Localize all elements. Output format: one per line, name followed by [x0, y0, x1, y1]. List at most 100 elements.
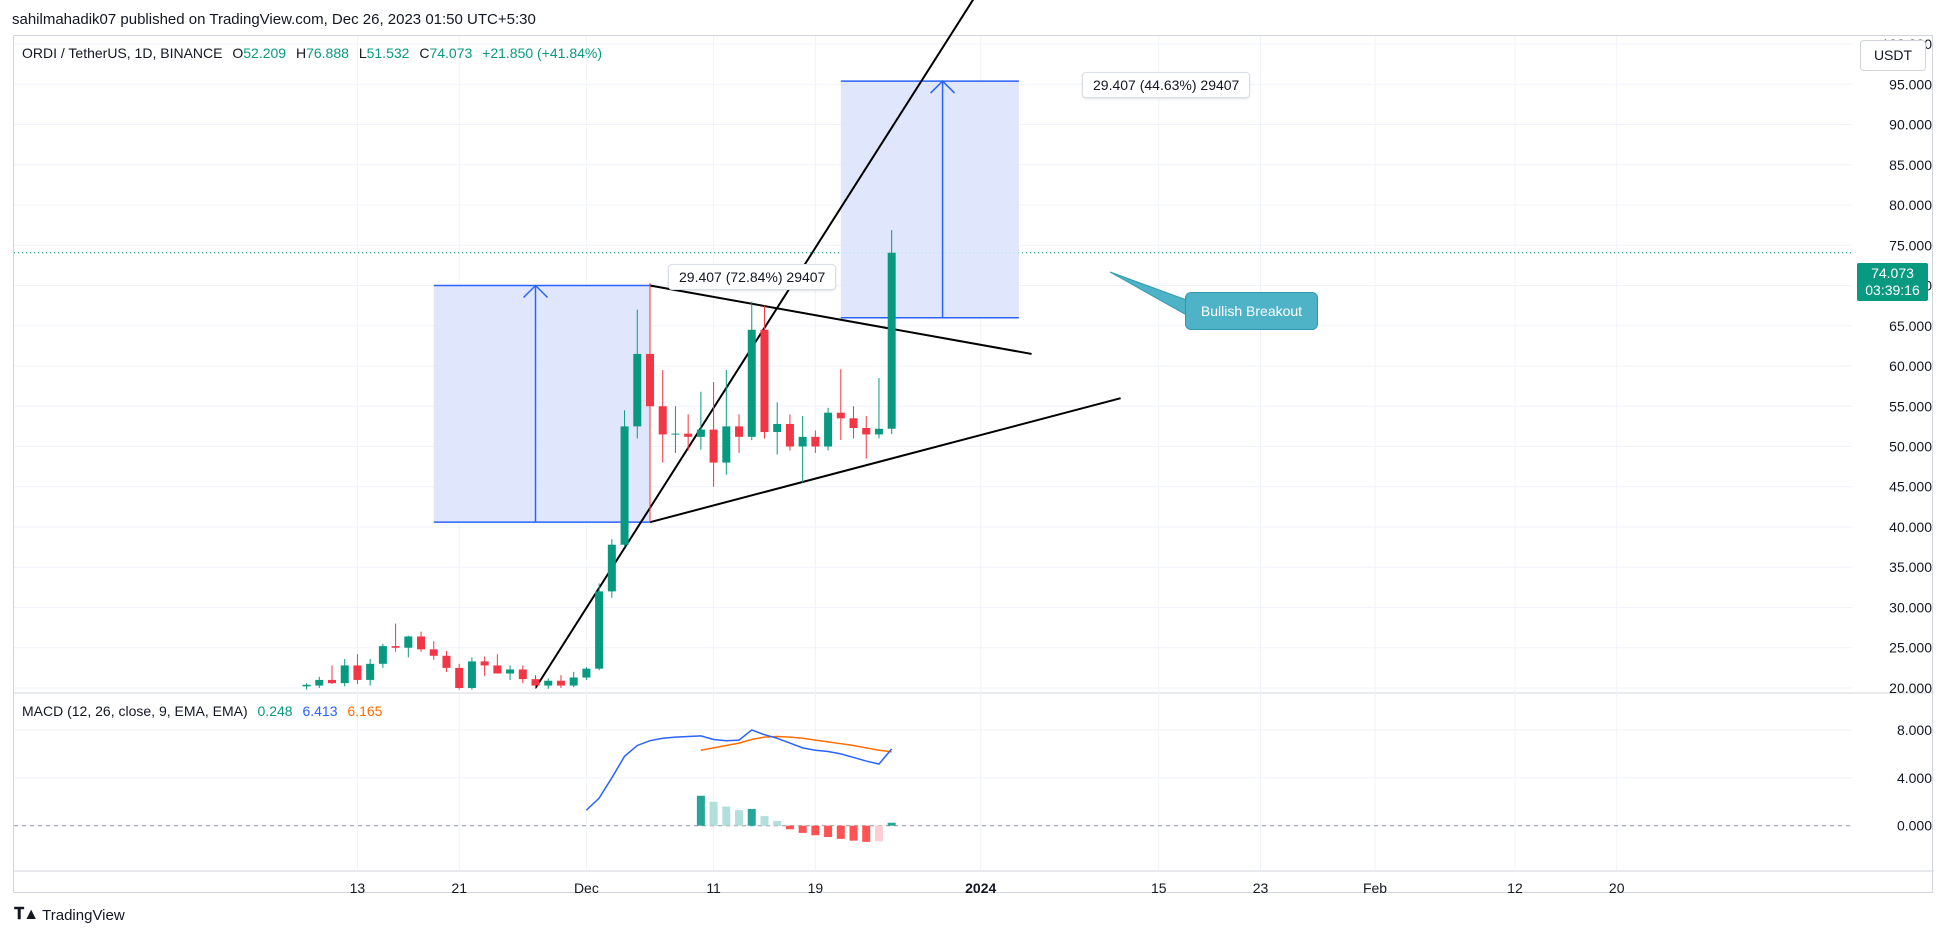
price-tick-label: 90.000 [1889, 117, 1932, 133]
candle-body [467, 661, 476, 688]
price-tick-label: 30.000 [1889, 599, 1932, 615]
candle-body [811, 436, 820, 447]
macd-line [585, 729, 893, 811]
close-label: C [419, 45, 430, 61]
date-tick-label: 21 [451, 880, 467, 896]
open-value: 52.209 [243, 45, 287, 61]
price-tick-label: 95.000 [1889, 76, 1932, 92]
symbol-name[interactable]: ORDI / TetherUS, 1D, BINANCE [22, 45, 223, 61]
candle-body [620, 426, 629, 545]
macd-histogram-bar [760, 816, 769, 826]
candle-body [378, 646, 387, 664]
price-tick-label: 20.000 [1889, 680, 1932, 696]
high-value: 76.888 [306, 45, 349, 61]
price-tick-label: 35.000 [1889, 559, 1932, 575]
date-tick-label: Dec [574, 880, 599, 896]
candle-body [684, 433, 693, 437]
price-tick-label: 25.000 [1889, 640, 1932, 656]
candle-body [569, 677, 578, 686]
currency-button[interactable]: USDT [1860, 40, 1926, 71]
candle-body [442, 655, 451, 668]
macd-histogram-bar [773, 820, 782, 826]
candle-body [544, 680, 553, 686]
measure-box [840, 81, 1019, 318]
measure-arrow-head [930, 80, 956, 94]
date-tick-label: 13 [350, 880, 366, 896]
candle-body [340, 665, 349, 684]
candle-body [722, 426, 731, 463]
trendline-triangle-lower [649, 397, 1121, 524]
candle-body [607, 544, 616, 592]
price-tick-label: 75.000 [1889, 237, 1932, 253]
trendline-triangle-upper [649, 284, 1032, 355]
price-tick-label: 80.000 [1889, 197, 1932, 213]
price-tick-label: 50.000 [1889, 439, 1932, 455]
measure-label-right[interactable]: 29.407 (44.63%) 29407 [1082, 72, 1251, 98]
macd-histogram-bar [696, 795, 705, 826]
macd-histogram-bar [874, 825, 883, 842]
low-value: 51.532 [366, 45, 410, 61]
close-value: 74.073 [429, 45, 473, 61]
date-tick-label: Feb [1363, 880, 1387, 896]
measure-tools [433, 80, 1019, 523]
macd-histogram-bar [849, 825, 858, 841]
macd-histogram-value: 0.248 [257, 703, 293, 719]
macd-legend: MACD (12, 26, close, 9, EMA, EMA) 0.248 … [22, 703, 382, 719]
change-value: +21.850 (+41.84%) [482, 45, 603, 61]
bar-countdown: 03:39:16 [1865, 282, 1920, 298]
macd-signal-line [700, 735, 892, 753]
candle-body [709, 429, 718, 463]
last-price-tag: 74.073 03:39:16 [1857, 263, 1928, 301]
bullish-breakout-callout[interactable]: Bullish Breakout [1185, 292, 1318, 330]
candle-body [760, 329, 769, 433]
candle-body [455, 667, 464, 688]
candle-body [366, 663, 375, 680]
publish-info: sahilmahadik07 published on TradingView.… [12, 11, 536, 28]
date-tick-label: 23 [1253, 880, 1269, 896]
price-tick-label: 60.000 [1889, 358, 1932, 374]
high-label: H [295, 45, 307, 61]
date-tick-label: 11 [706, 880, 721, 896]
candle-body [671, 433, 680, 435]
candle-body [824, 412, 833, 447]
candle-body [417, 636, 426, 650]
last-price-value: 74.073 [1871, 265, 1914, 281]
low-label: L [358, 45, 367, 61]
macd-tick-label: 8.000 [1897, 722, 1932, 738]
symbol-legend: ORDI / TetherUS, 1D, BINANCE O52.209 H76… [22, 45, 602, 61]
candle-body [747, 329, 756, 437]
macd-histogram-bar [722, 806, 731, 826]
macd-histogram-bar [747, 808, 756, 826]
macd-histogram-bar [824, 825, 833, 838]
macd-indicator-label[interactable]: MACD (12, 26, close, 9, EMA, EMA) [22, 703, 248, 719]
candle-body [798, 436, 807, 447]
macd-histogram-bar [836, 825, 845, 839]
date-tick-label: 19 [808, 880, 824, 896]
candle-body [646, 353, 654, 407]
candle-body [887, 252, 896, 429]
candle-body [849, 418, 858, 428]
measure-arrow-head [522, 284, 549, 299]
tradingview-logo-text: TradingView [42, 906, 125, 924]
price-tick-label: 40.000 [1889, 519, 1932, 535]
candle-body [328, 679, 336, 684]
macd-tick-label: 0.000 [1897, 818, 1932, 834]
candle-body [315, 679, 324, 686]
candle-body [735, 426, 744, 437]
candle-body [874, 428, 883, 435]
macd-tick-label: 4.000 [1897, 770, 1932, 786]
date-tick-label: 15 [1151, 880, 1167, 896]
macd-histogram-bar [887, 822, 896, 826]
price-tick-label: 55.000 [1889, 398, 1932, 414]
measure-label-left[interactable]: 29.407 (72.84%) 29407 [668, 264, 837, 290]
candle-body [531, 679, 540, 686]
grid [14, 36, 1934, 872]
tradingview-logo[interactable]: 𝐓▲ TradingView [14, 906, 125, 924]
macd-histogram-bar [862, 825, 871, 842]
date-tick-label: 12 [1507, 880, 1523, 896]
candle-body [836, 412, 845, 419]
candle-body [353, 665, 362, 680]
candle-body [696, 429, 705, 437]
date-tick-label: 2024 [965, 880, 996, 896]
